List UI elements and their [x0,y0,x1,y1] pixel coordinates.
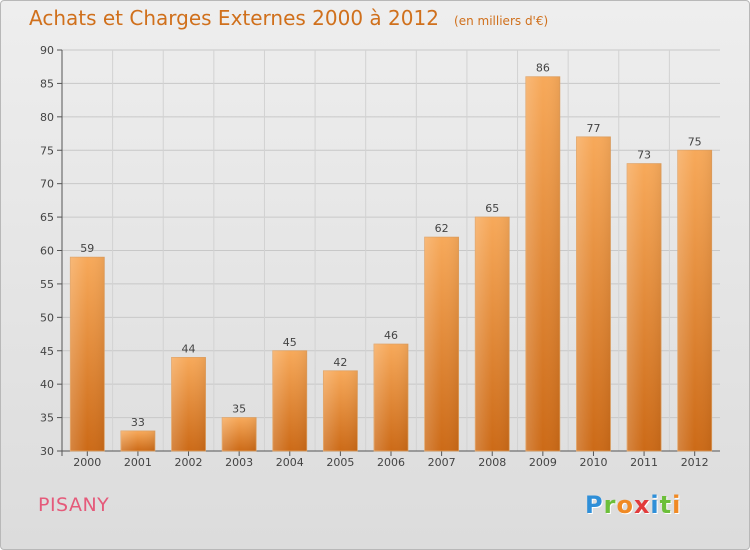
bar-shine-2004 [272,350,307,451]
logo-letter: o [616,491,634,519]
y-tick-label: 75 [40,144,54,157]
x-tick-label: 2005 [326,456,354,469]
x-tick-label: 2012 [681,456,709,469]
bar-shine-2003 [222,417,257,451]
chart-subtitle: (en milliers d'€) [454,14,549,28]
bars [69,76,713,452]
y-tick-label: 65 [40,211,54,224]
bar-shine-2012 [677,150,712,451]
x-tick-label: 2008 [478,456,506,469]
x-tick-label: 2004 [276,456,304,469]
bar-shine-2005 [323,370,358,451]
x-tick-label: 2009 [529,456,557,469]
logo-letter: x [633,491,651,519]
bar-shine-2010 [576,136,611,451]
bar-shine-2007 [424,237,459,451]
logo-letter: P [585,491,604,519]
data-label-2010: 77 [586,122,600,135]
data-label-2000: 59 [80,242,94,255]
x-tick-label: 2006 [377,456,405,469]
x-tick-label: 2000 [73,456,101,469]
data-label-2011: 73 [637,149,651,162]
chart-title: Achats et Charges Externes 2000 à 2012 [29,6,439,30]
bar-shine-2006 [374,344,408,451]
bar-shine-2009 [525,76,560,451]
y-tick-label: 90 [40,44,54,57]
data-label-2006: 46 [384,329,398,342]
proxiti-logo[interactable]: Proxiti [585,491,681,519]
bar-shine-2000 [70,257,105,451]
y-tick-label: 30 [40,445,54,458]
y-tick-label: 80 [40,111,54,124]
data-label-2001: 33 [131,416,145,429]
logo-letter: i [672,491,682,519]
y-tick-label: 85 [40,77,54,90]
logo-letter: t [659,491,673,519]
town-name: PISANY [38,494,110,516]
x-tick-label: 2001 [124,456,152,469]
bar-shine-2002 [171,357,206,451]
y-tick-label: 45 [40,345,54,358]
bar-shine-2001 [120,430,155,451]
data-label-2009: 86 [536,62,550,75]
logo-letter: r [603,491,617,519]
y-tick-label: 70 [40,178,54,191]
data-label-2012: 75 [688,135,702,148]
y-tick-label: 50 [40,311,54,324]
x-tick-label: 2007 [428,456,456,469]
y-tick-label: 55 [40,278,54,291]
y-tick-label: 40 [40,378,54,391]
data-label-2002: 44 [182,342,196,355]
x-tick-label: 2003 [225,456,253,469]
chart-title-block: Achats et Charges Externes 2000 à 2012 (… [29,6,548,30]
x-tick-label: 2011 [630,456,658,469]
x-tick-label: 2002 [175,456,203,469]
data-label-2004: 45 [283,336,297,349]
bar-shine-2011 [627,163,662,451]
y-tick-label: 35 [40,412,54,425]
data-label-2003: 35 [232,403,246,416]
bar-shine-2008 [475,217,510,451]
data-label-2007: 62 [435,222,449,235]
x-tick-label: 2010 [579,456,607,469]
y-tick-label: 60 [40,245,54,258]
data-label-2008: 65 [485,202,499,215]
data-labels: 59 33 44 35 45 42 46 62 65 86 77 73 75 [80,62,701,429]
logo-letter: i [650,491,660,519]
data-label-2005: 42 [333,356,347,369]
